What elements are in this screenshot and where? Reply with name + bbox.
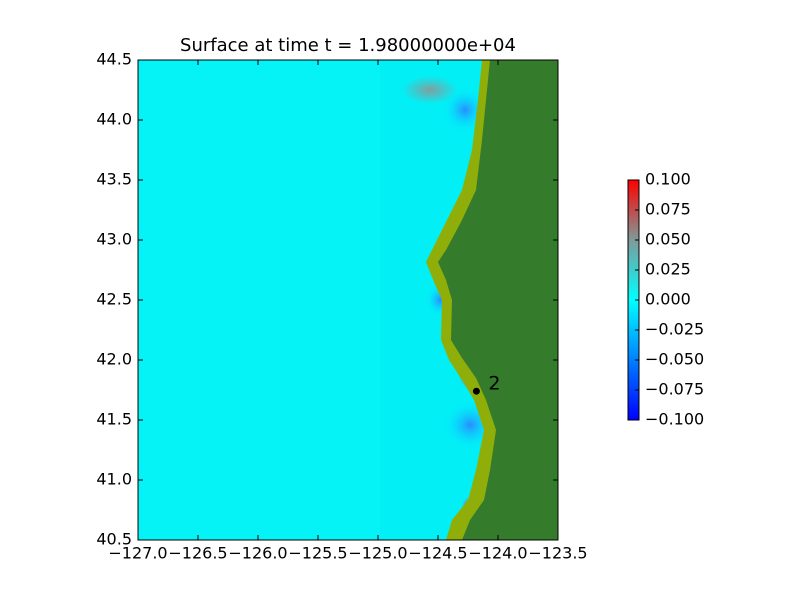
x-tick-label: −126.0 [228,544,287,563]
colorbar-tick-label: 0.025 [645,260,691,279]
x-tick-label: −125.0 [348,544,407,563]
x-tick-label: −125.5 [288,544,347,563]
colorbar-tick-label: −0.025 [645,320,704,339]
colorbar-tick-label: 0.075 [645,200,691,219]
y-tick-label: 43.0 [96,230,132,249]
x-tick-label: −124.5 [408,544,467,563]
x-tick-label: −124.0 [468,544,527,563]
y-tick-label: 44.0 [96,110,132,129]
y-tick-label: 44.5 [96,50,132,69]
gauge-label: 2 [488,373,500,395]
y-tick-label: 43.5 [96,170,132,189]
colorbar-tick-label: 0.100 [645,170,691,189]
y-tick-label: 41.5 [96,410,132,429]
colorbar-tick-label: −0.075 [645,380,704,399]
chart-title: Surface at time t = 1.98000000e+04 [180,35,516,56]
x-tick-label: −127.0 [108,544,167,563]
x-tick-label: −126.5 [168,544,227,563]
colorbar-tick-label: −0.050 [645,350,704,369]
y-tick-label: 41.0 [96,470,132,489]
y-tick-label: 40.5 [96,530,132,549]
y-tick-label: 42.5 [96,290,132,309]
y-tick-label: 42.0 [96,350,132,369]
gauge-point [472,387,480,395]
colorbar-tick-label: 0.000 [645,290,691,309]
colorbar-tick-label: −0.100 [645,410,704,429]
colorbar-tick-label: 0.050 [645,230,691,249]
field [138,60,558,540]
x-tick-label: −123.5 [528,544,587,563]
